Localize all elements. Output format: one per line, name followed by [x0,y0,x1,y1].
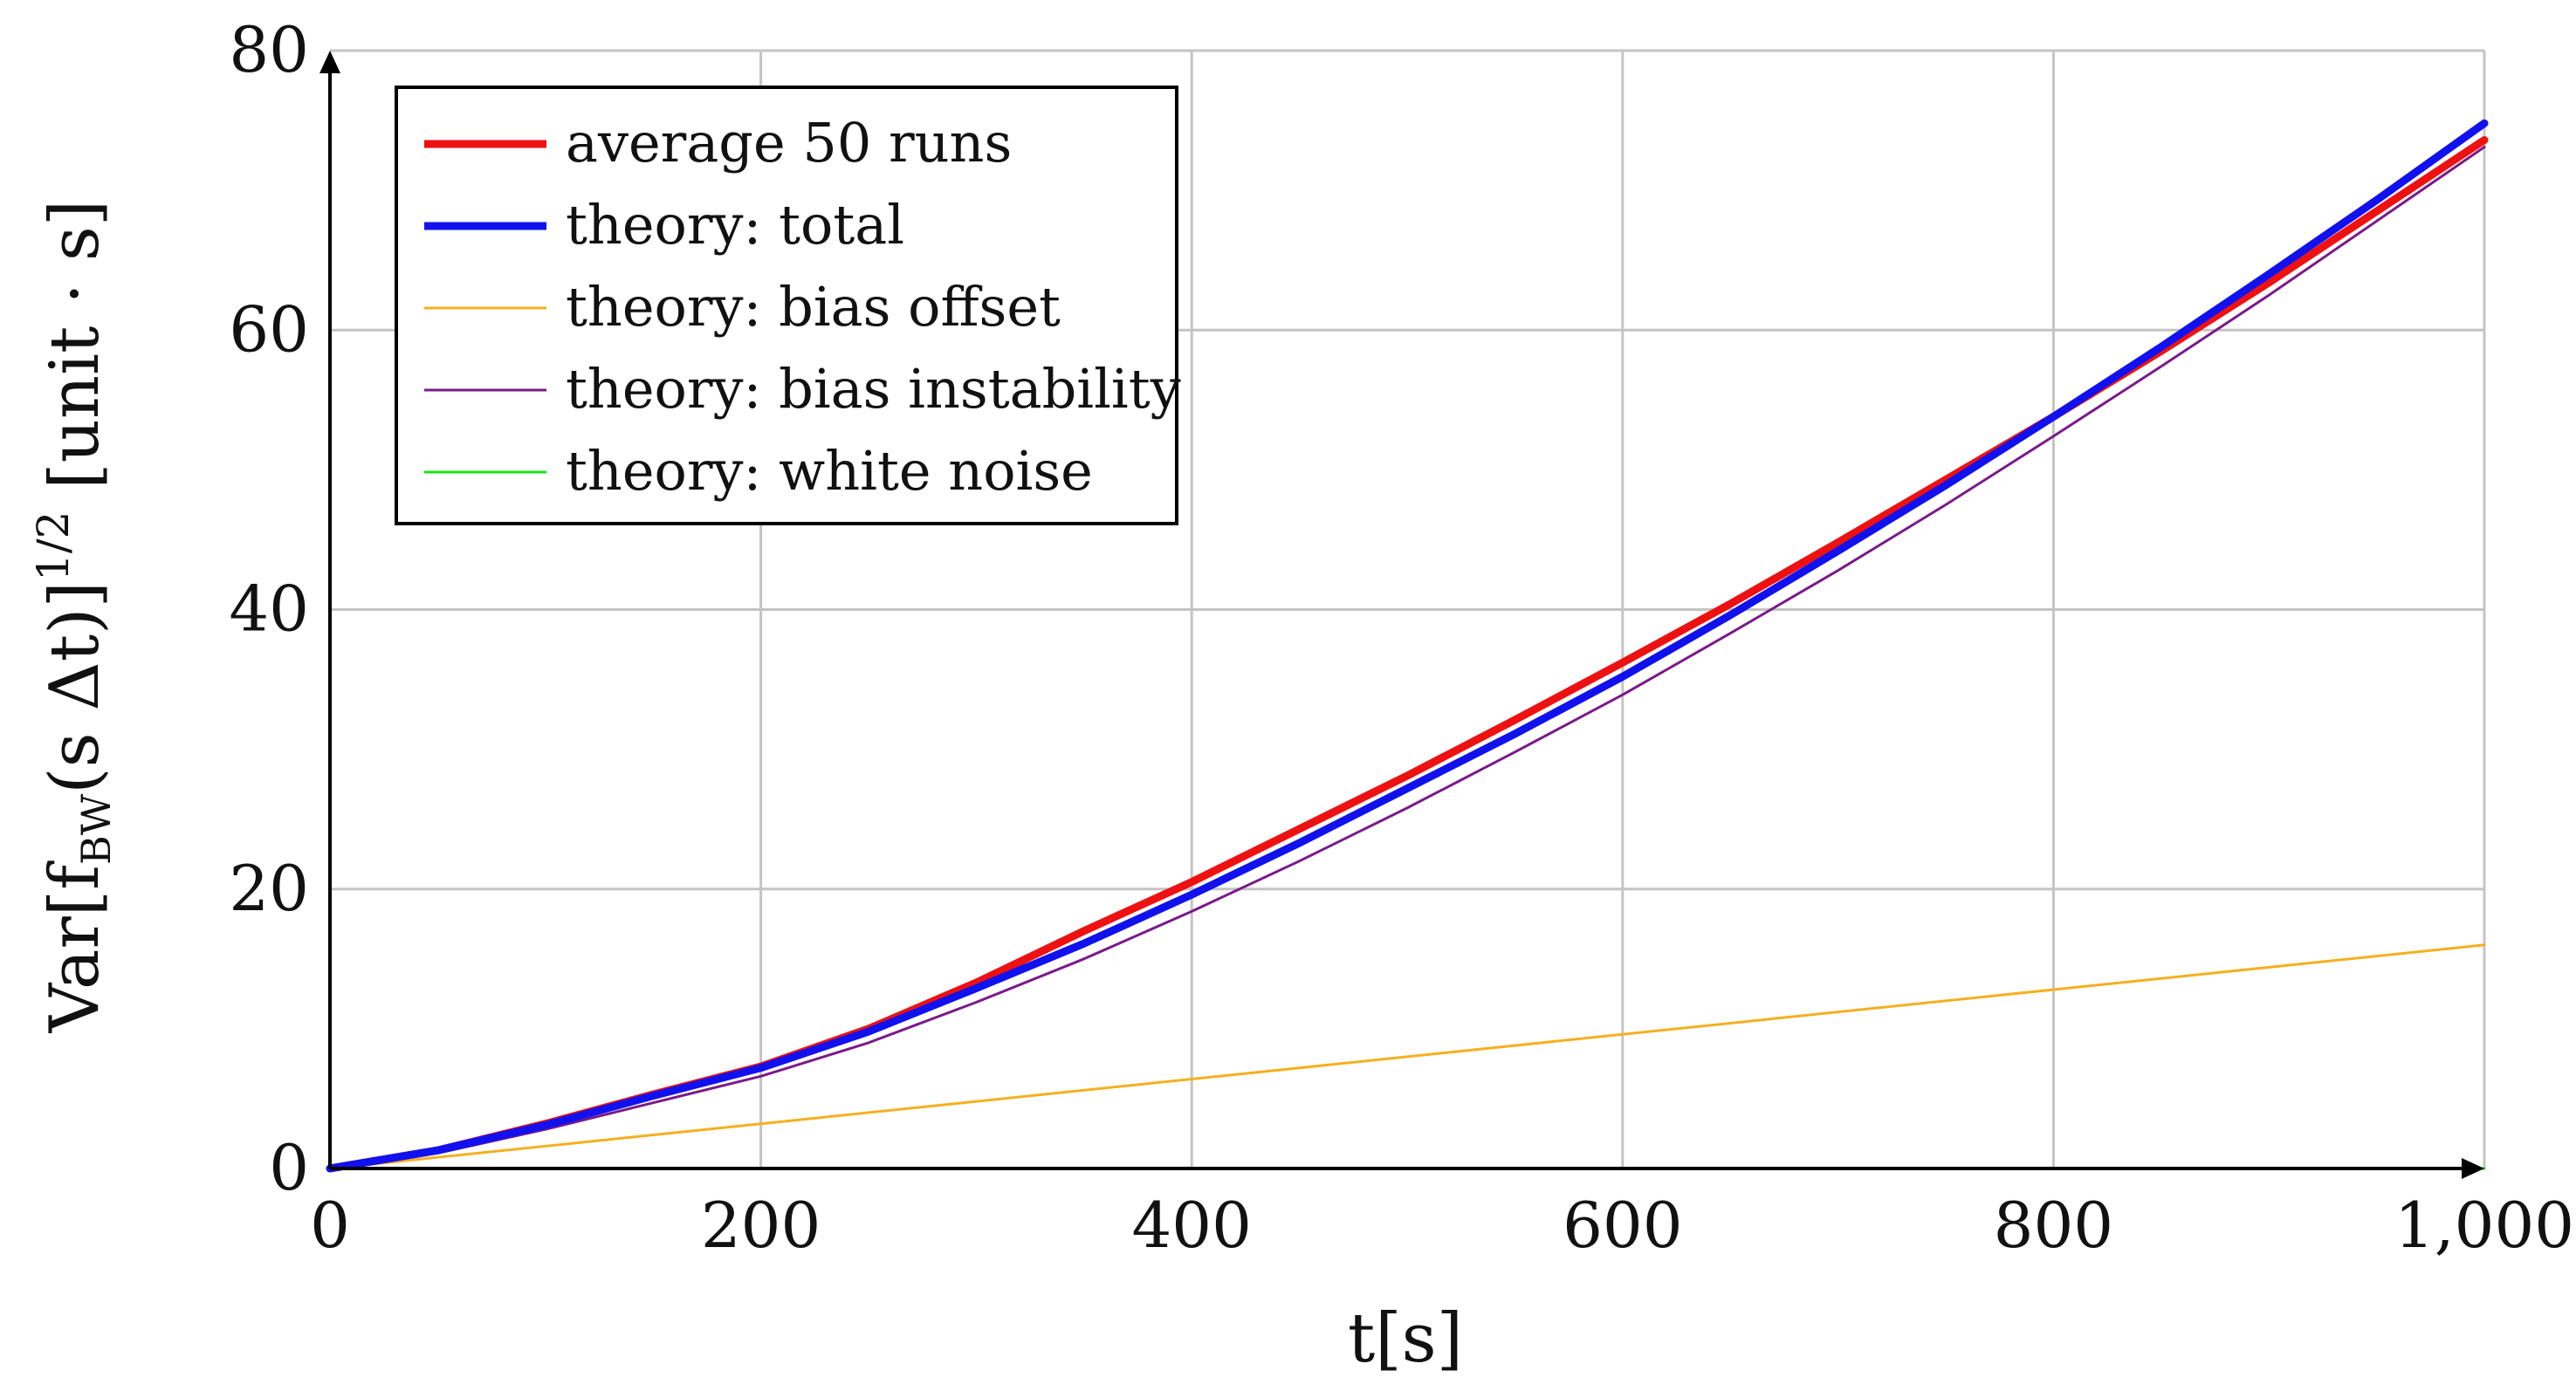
y-tick-label: 60 [229,292,309,366]
y-axis-title: Var[fBW(s Δt)]1/2 [unit · s] [28,200,120,1033]
x-tick-label: 800 [1994,1189,2113,1262]
y-axis-title-unit: [unit · s] [36,200,114,511]
y-axis-title-sup: 1/2 [28,511,79,581]
y-tick-labels: 0 20 40 60 80 [229,13,309,1204]
x-tick-label: 600 [1563,1189,1682,1262]
x-tick-label: 1,000 [2394,1189,2574,1262]
legend-label: theory: bias offset [566,275,1061,339]
legend-label: theory: bias instability [566,357,1181,421]
y-axis-title-mid: (s Δt)] [36,581,114,794]
x-axis-arrow [2462,1158,2484,1179]
grid [330,49,2486,1168]
y-axis-title-sub: BW [72,793,120,865]
y-axis-title-main: Var[f [36,860,114,1033]
x-tick-label: 400 [1131,1189,1251,1262]
x-axis-title: t[s] [1348,1299,1463,1378]
y-tick-label: 40 [229,572,309,646]
legend-box [395,86,1178,525]
y-tick-label: 80 [229,13,309,86]
y-tick-label: 20 [229,852,309,925]
legend-label: average 50 runs [566,111,1012,175]
y-axis-arrow [319,51,340,73]
x-tick-label: 0 [310,1189,350,1262]
legend-label: theory: white noise [566,439,1093,503]
series-line [328,146,2486,1170]
x-tick-labels: 0 200 400 600 800 1,000 [310,1189,2574,1262]
y-tick-label: 0 [269,1131,309,1204]
axes [319,51,2484,1179]
x-tick-label: 200 [701,1189,821,1262]
series-line [328,943,2486,1170]
legend-label: theory: total [566,193,904,257]
series-line [326,119,2489,1173]
legend: average 50 runs theory: total theory: bias… [395,86,1181,525]
